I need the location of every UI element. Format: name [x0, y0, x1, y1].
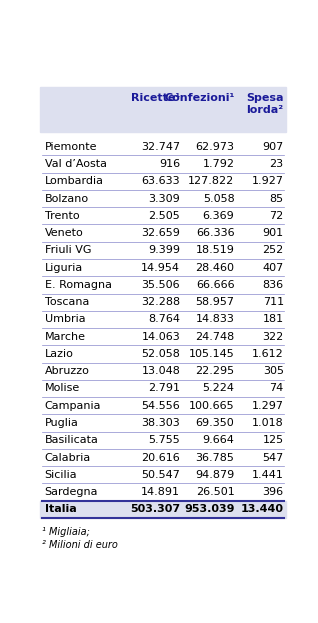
Text: 62.973: 62.973	[196, 141, 234, 152]
Text: Basilicata: Basilicata	[45, 435, 99, 445]
Text: Abruzzo: Abruzzo	[45, 366, 90, 376]
Text: 322: 322	[262, 331, 284, 341]
Text: 953.039: 953.039	[184, 505, 234, 515]
Text: Confezioni¹: Confezioni¹	[164, 92, 234, 103]
Text: 407: 407	[262, 263, 284, 273]
Text: 52.058: 52.058	[142, 349, 180, 359]
Text: Bolzano: Bolzano	[45, 194, 89, 204]
Text: 14.954: 14.954	[141, 263, 180, 273]
Text: 5.755: 5.755	[149, 435, 180, 445]
Text: 18.519: 18.519	[196, 245, 234, 255]
Text: Italia: Italia	[45, 505, 76, 515]
Text: E. Romagna: E. Romagna	[45, 280, 112, 290]
Text: 8.764: 8.764	[148, 315, 180, 325]
Text: Calabria: Calabria	[45, 452, 91, 462]
Text: 125: 125	[263, 435, 284, 445]
Text: 9.664: 9.664	[203, 435, 234, 445]
Text: Ricette¹: Ricette¹	[131, 92, 180, 103]
Text: 503.307: 503.307	[130, 505, 180, 515]
Text: 836: 836	[263, 280, 284, 290]
Text: 105.145: 105.145	[189, 349, 234, 359]
Text: Molise: Molise	[45, 384, 80, 394]
Text: 547: 547	[262, 452, 284, 462]
Text: Liguria: Liguria	[45, 263, 83, 273]
Text: Umbria: Umbria	[45, 315, 85, 325]
Text: 72: 72	[269, 211, 284, 221]
Text: 36.785: 36.785	[196, 452, 234, 462]
Text: Toscana: Toscana	[45, 297, 89, 307]
Text: 24.748: 24.748	[195, 331, 234, 341]
Text: Sardegna: Sardegna	[45, 487, 98, 497]
Text: Spesa
lorda²: Spesa lorda²	[246, 92, 284, 115]
Text: 305: 305	[263, 366, 284, 376]
Text: ¹ Migliaia;: ¹ Migliaia;	[42, 526, 90, 536]
Text: 1.441: 1.441	[252, 470, 284, 480]
Text: 1.297: 1.297	[252, 401, 284, 411]
Text: Piemonte: Piemonte	[45, 141, 97, 152]
Text: 6.369: 6.369	[203, 211, 234, 221]
Text: 1.018: 1.018	[252, 418, 284, 428]
Text: 22.295: 22.295	[195, 366, 234, 376]
Text: 54.556: 54.556	[142, 401, 180, 411]
Text: 100.665: 100.665	[189, 401, 234, 411]
Text: 58.957: 58.957	[196, 297, 234, 307]
Text: 32.288: 32.288	[141, 297, 180, 307]
Bar	[40, 501, 286, 518]
Text: Veneto: Veneto	[45, 228, 83, 238]
Bar	[40, 87, 286, 132]
Text: 50.547: 50.547	[142, 470, 180, 480]
Text: 26.501: 26.501	[196, 487, 234, 497]
Text: 2.505: 2.505	[149, 211, 180, 221]
Text: 252: 252	[262, 245, 284, 255]
Text: 5.058: 5.058	[203, 194, 234, 204]
Text: 396: 396	[263, 487, 284, 497]
Text: 20.616: 20.616	[142, 452, 180, 462]
Text: Puglia: Puglia	[45, 418, 79, 428]
Text: Val d’Aosta: Val d’Aosta	[45, 159, 107, 169]
Text: 85: 85	[270, 194, 284, 204]
Text: 901: 901	[263, 228, 284, 238]
Text: 13.048: 13.048	[142, 366, 180, 376]
Text: Trento: Trento	[45, 211, 79, 221]
Text: 28.460: 28.460	[196, 263, 234, 273]
Text: 916: 916	[159, 159, 180, 169]
Text: 63.633: 63.633	[142, 176, 180, 186]
Text: 13.440: 13.440	[241, 505, 284, 515]
Text: 14.891: 14.891	[141, 487, 180, 497]
Text: 23: 23	[270, 159, 284, 169]
Text: 3.309: 3.309	[149, 194, 180, 204]
Text: Lombardia: Lombardia	[45, 176, 104, 186]
Text: 66.666: 66.666	[196, 280, 234, 290]
Text: 38.303: 38.303	[142, 418, 180, 428]
Text: Marche: Marche	[45, 331, 86, 341]
Text: 35.506: 35.506	[142, 280, 180, 290]
Text: Sicilia: Sicilia	[45, 470, 77, 480]
Text: 14.063: 14.063	[142, 331, 180, 341]
Text: 94.879: 94.879	[195, 470, 234, 480]
Text: ² Milioni di euro: ² Milioni di euro	[42, 540, 118, 550]
Text: 5.224: 5.224	[203, 384, 234, 394]
Text: 74: 74	[269, 384, 284, 394]
Text: 32.659: 32.659	[142, 228, 180, 238]
Text: 1.927: 1.927	[252, 176, 284, 186]
Text: 1.612: 1.612	[252, 349, 284, 359]
Text: 14.833: 14.833	[196, 315, 234, 325]
Text: 1.792: 1.792	[203, 159, 234, 169]
Text: 127.822: 127.822	[188, 176, 234, 186]
Text: 66.336: 66.336	[196, 228, 234, 238]
Text: 2.791: 2.791	[148, 384, 180, 394]
Text: Friuli VG: Friuli VG	[45, 245, 91, 255]
Text: 711: 711	[263, 297, 284, 307]
Text: 181: 181	[263, 315, 284, 325]
Text: Campania: Campania	[45, 401, 101, 411]
Text: 69.350: 69.350	[196, 418, 234, 428]
Text: 9.399: 9.399	[148, 245, 180, 255]
Text: 907: 907	[262, 141, 284, 152]
Text: Lazio: Lazio	[45, 349, 73, 359]
Text: 32.747: 32.747	[141, 141, 180, 152]
